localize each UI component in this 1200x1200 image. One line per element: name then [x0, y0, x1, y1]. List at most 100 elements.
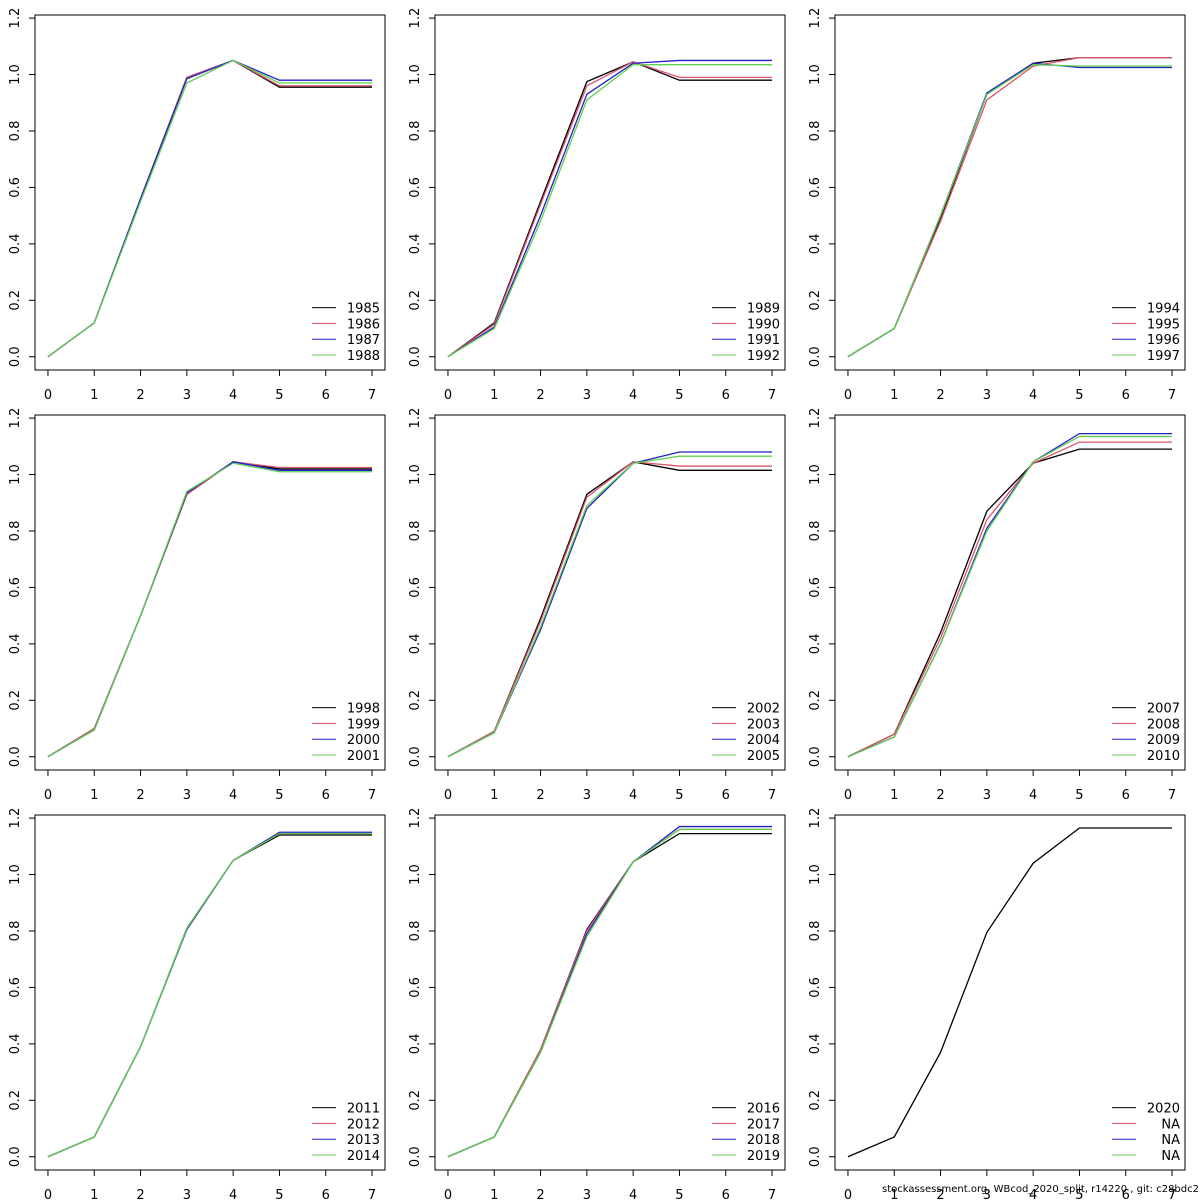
series-line: [847, 64, 1173, 358]
y-tick-label: 0.0: [408, 746, 423, 767]
x-tick-label: 4: [629, 1188, 637, 1200]
y-tick-label: 0.2: [408, 1090, 423, 1111]
x-tick-label: 6: [322, 1188, 330, 1200]
x-tick-label: 3: [983, 788, 991, 803]
x-tick-label: 5: [675, 388, 683, 403]
y-tick-label: 0.8: [408, 121, 423, 142]
x-tick-label: 1: [890, 1188, 898, 1200]
y-tick-label: 0.0: [808, 346, 823, 367]
y-tick-label: 0.4: [8, 634, 23, 655]
x-tick-label: 3: [983, 1188, 991, 1200]
x-tick-label: 3: [583, 1188, 591, 1200]
y-tick-label: 1.0: [8, 464, 23, 485]
y-tick-label: 0.0: [8, 746, 23, 767]
x-tick-label: 1: [90, 1188, 98, 1200]
y-tick-label: 0.6: [8, 977, 23, 998]
legend-label: NA: [1161, 1117, 1180, 1132]
y-tick-label: 0.6: [8, 577, 23, 598]
y-tick-label: 0.6: [408, 577, 423, 598]
y-tick-label: 1.2: [408, 408, 423, 429]
legend-label: 1999: [347, 717, 380, 732]
series-line: [447, 61, 773, 358]
x-tick-label: 7: [768, 788, 776, 803]
y-tick-label: 1.0: [408, 64, 423, 85]
y-tick-label: 0.6: [808, 577, 823, 598]
y-tick-label: 1.0: [408, 864, 423, 885]
y-tick-label: 0.8: [8, 521, 23, 542]
x-tick-label: 5: [275, 388, 283, 403]
y-tick-label: 1.0: [8, 64, 23, 85]
x-tick-label: 6: [722, 788, 730, 803]
x-tick-label: 5: [1075, 1188, 1083, 1200]
legend-label: 2003: [747, 717, 780, 732]
y-tick-label: 1.0: [808, 464, 823, 485]
x-tick-label: 1: [890, 388, 898, 403]
y-tick-label: 0.8: [408, 921, 423, 942]
y-tick-label: 0.2: [8, 1090, 23, 1111]
x-tick-label: 0: [44, 388, 52, 403]
series-line: [447, 461, 773, 758]
series-line: [47, 59, 373, 358]
x-tick-label: 5: [675, 788, 683, 803]
series-line: [847, 432, 1173, 758]
y-tick-label: 1.0: [808, 864, 823, 885]
x-tick-label: 2: [136, 788, 144, 803]
x-tick-label: 6: [722, 1188, 730, 1200]
x-tick-label: 6: [1122, 788, 1130, 803]
x-tick-label: 0: [444, 388, 452, 403]
plot-frame: [834, 414, 1186, 771]
x-tick-label: 1: [890, 788, 898, 803]
plot-frame: [34, 414, 386, 771]
x-tick-label: 6: [722, 388, 730, 403]
series-line: [447, 828, 773, 1158]
x-tick-label: 5: [275, 1188, 283, 1200]
series-line: [847, 435, 1173, 758]
y-tick-label: 0.0: [408, 1146, 423, 1167]
x-tick-label: 0: [844, 388, 852, 403]
panel: 0 1 2 3 4 5 6 70.00.20.40.60.81.01.220112012201…: [8, 808, 386, 1200]
x-tick-label: 6: [1122, 1188, 1130, 1200]
y-tick-label: 0.4: [408, 234, 423, 255]
y-tick-label: 0.2: [808, 1090, 823, 1111]
series-line: [447, 832, 773, 1158]
legend-label: 1988: [347, 349, 380, 364]
y-tick-label: 0.4: [808, 1034, 823, 1055]
series-line: [847, 56, 1173, 358]
y-tick-label: 1.0: [8, 864, 23, 885]
y-tick-label: 0.2: [8, 690, 23, 711]
legend-label: 1995: [1147, 317, 1180, 332]
x-tick-label: 6: [1122, 388, 1130, 403]
y-tick-label: 0.0: [808, 746, 823, 767]
legend-label: 2014: [347, 1149, 380, 1164]
legend-label: 1992: [747, 349, 780, 364]
series-line: [47, 461, 373, 758]
y-tick-label: 0.8: [808, 921, 823, 942]
x-tick-label: 4: [629, 388, 637, 403]
series-line: [47, 59, 373, 358]
plot-frame: [434, 414, 786, 771]
y-tick-label: 0.8: [8, 921, 23, 942]
x-tick-label: 1: [490, 388, 498, 403]
y-tick-label: 0.8: [8, 121, 23, 142]
y-tick-label: 1.0: [408, 464, 423, 485]
y-tick-label: 0.4: [8, 1034, 23, 1055]
y-tick-label: 0.2: [8, 290, 23, 311]
panel: 0 1 2 3 4 5 6 70.00.20.40.60.81.01.219981999200…: [8, 408, 386, 803]
x-tick-label: 1: [90, 388, 98, 403]
series-line: [47, 834, 373, 1158]
series-line: [47, 59, 373, 358]
x-tick-label: 4: [1029, 1188, 1037, 1200]
legend-label: 2008: [1147, 717, 1180, 732]
x-tick-label: 6: [322, 788, 330, 803]
series-line: [47, 832, 373, 1158]
y-tick-label: 0.8: [808, 521, 823, 542]
panel: 0 1 2 3 4 5 6 7 0.0 0.2 0.4 0.6 0.8 1.0 1.2 20072008200…: [808, 408, 1186, 803]
x-tick-label: 3: [183, 1188, 191, 1200]
legend-label: 1994: [1147, 302, 1180, 317]
x-tick-label: 4: [1029, 388, 1037, 403]
y-tick-label: 0.6: [808, 177, 823, 198]
y-tick-label: 0.8: [808, 121, 823, 142]
legend-label: 2019: [747, 1149, 780, 1164]
legend-label: 2012: [347, 1117, 380, 1132]
legend-label: 2000: [347, 733, 380, 748]
